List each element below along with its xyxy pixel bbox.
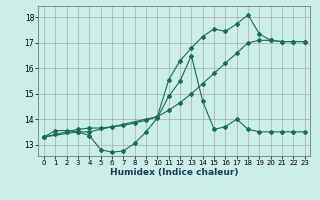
X-axis label: Humidex (Indice chaleur): Humidex (Indice chaleur) — [110, 168, 239, 177]
